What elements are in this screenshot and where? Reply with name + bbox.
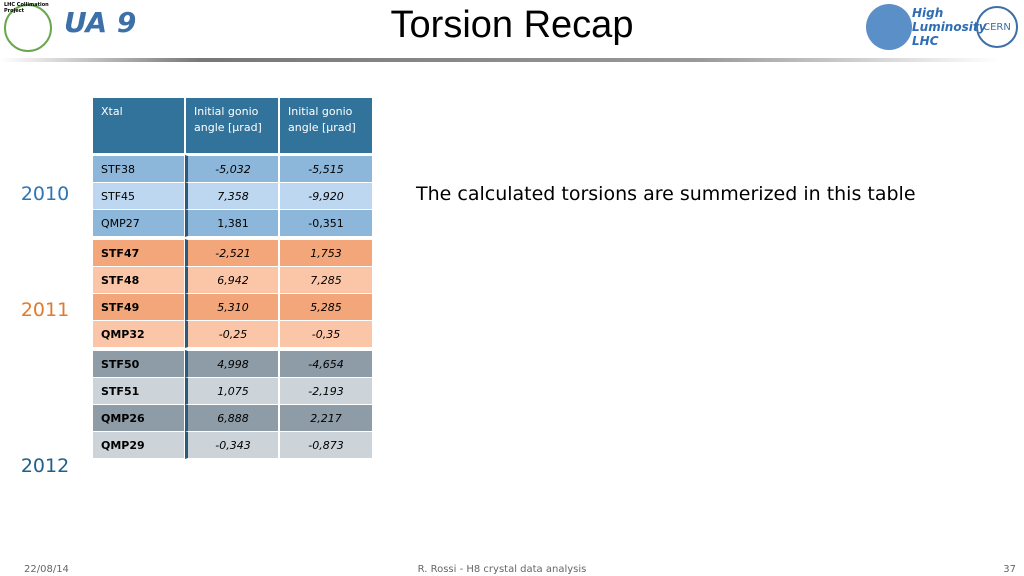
xtal-cell: STF47 bbox=[92, 239, 185, 267]
value-cell: -5,515 bbox=[279, 155, 373, 183]
value-cell: -0,351 bbox=[279, 209, 373, 237]
xtal-cell: STF49 bbox=[92, 293, 185, 321]
footer-author: R. Rossi - H8 crystal data analysis bbox=[417, 564, 587, 575]
xtal-cell: STF45 bbox=[92, 182, 185, 210]
value-cell: -2,521 bbox=[185, 239, 279, 267]
value-cell: 5,310 bbox=[185, 293, 279, 321]
title: Torsion Recap bbox=[390, 4, 634, 46]
note: The calculated torsions are summerized i… bbox=[416, 183, 916, 205]
value-cell: -0,35 bbox=[279, 320, 373, 348]
year-label: 2010 bbox=[20, 183, 70, 205]
cern-logo: CERN bbox=[976, 6, 1018, 48]
footer-date: 22/08/14 bbox=[24, 564, 69, 575]
year-label: 2012 bbox=[20, 455, 70, 477]
value-cell: -0,25 bbox=[185, 320, 279, 348]
header-rule bbox=[0, 58, 1000, 62]
value-cell: -5,032 bbox=[185, 155, 279, 183]
value-cell: -0,873 bbox=[279, 431, 373, 459]
value-cell: 4,998 bbox=[185, 350, 279, 378]
xtal-cell: QMP26 bbox=[92, 404, 185, 432]
value-cell: -4,654 bbox=[279, 350, 373, 378]
value-cell: -0,343 bbox=[185, 431, 279, 459]
value-cell: 7,285 bbox=[279, 266, 373, 294]
value-cell: -9,920 bbox=[279, 182, 373, 210]
header-cell: Initial gonio angle [µrad] bbox=[279, 97, 373, 154]
value-cell: 6,888 bbox=[185, 404, 279, 432]
value-cell: 1,075 bbox=[185, 377, 279, 405]
header-cell: Initial gonio angle [µrad] bbox=[185, 97, 279, 154]
xtal-cell: STF38 bbox=[92, 155, 185, 183]
hilumi-logo: High Luminosity LHC bbox=[912, 6, 987, 48]
xtal-cell: STF51 bbox=[92, 377, 185, 405]
xtal-cell: QMP27 bbox=[92, 209, 185, 237]
xtal-cell: STF50 bbox=[92, 350, 185, 378]
value-cell: -2,193 bbox=[279, 377, 373, 405]
header-cell: Xtal bbox=[92, 97, 185, 154]
value-cell: 2,217 bbox=[279, 404, 373, 432]
value-cell: 1,381 bbox=[185, 209, 279, 237]
collimation-logo bbox=[4, 4, 52, 52]
value-cell: 7,358 bbox=[185, 182, 279, 210]
value-cell: 5,285 bbox=[279, 293, 373, 321]
hilumi-icon bbox=[866, 4, 912, 50]
footer-page: 37 bbox=[1003, 564, 1016, 575]
value-cell: 1,753 bbox=[279, 239, 373, 267]
value-cell: 6,942 bbox=[185, 266, 279, 294]
ua9-logo: UA 9 bbox=[64, 6, 137, 39]
xtal-cell: QMP29 bbox=[92, 431, 185, 459]
xtal-cell: STF48 bbox=[92, 266, 185, 294]
xtal-cell: QMP32 bbox=[92, 320, 185, 348]
collimation-logo-text: LHC Collimation Project bbox=[4, 2, 49, 14]
year-label: 2011 bbox=[20, 299, 70, 321]
